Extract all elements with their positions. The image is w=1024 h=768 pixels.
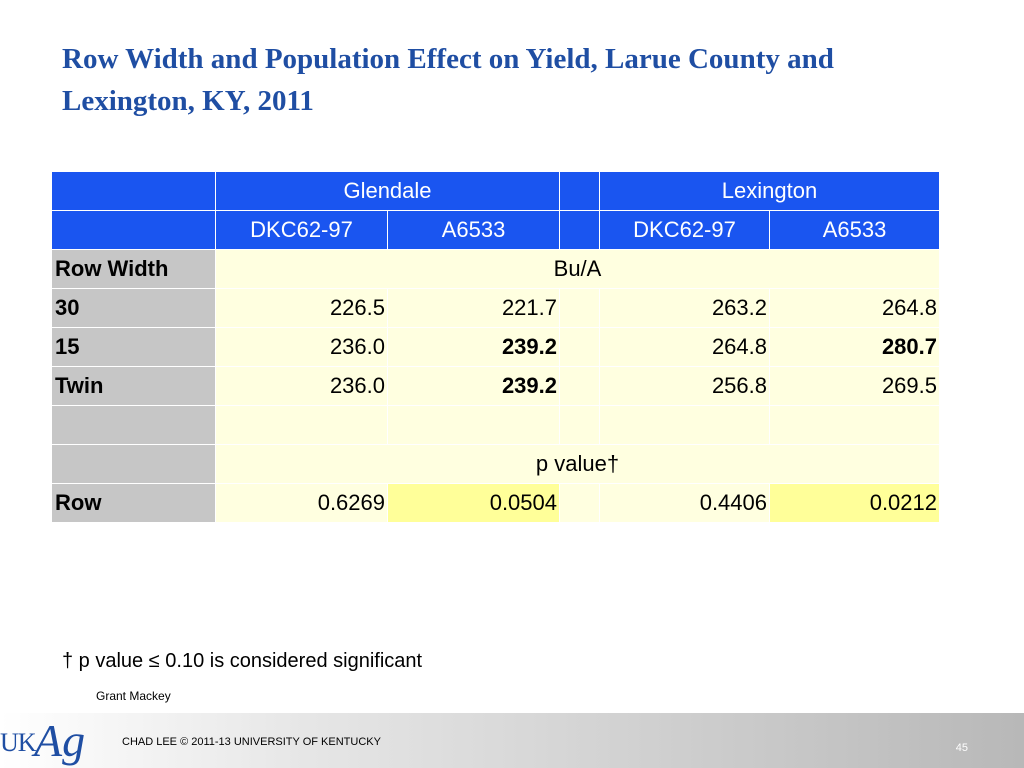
pvalue-header-row: p value† xyxy=(51,444,940,484)
empty-cell xyxy=(599,405,770,445)
pvalue-cell: 0.4406 xyxy=(599,483,770,523)
location-header-row: Glendale Lexington xyxy=(51,171,940,211)
yield-table: Glendale Lexington DKC62-97 A6533 DKC62-… xyxy=(51,171,940,523)
yield-cell: 221.7 xyxy=(387,288,560,328)
yield-cell: 226.5 xyxy=(215,288,388,328)
empty-cell xyxy=(387,405,560,445)
row-width-label: Row Width xyxy=(51,249,216,289)
hybrid-header: A6533 xyxy=(769,210,940,250)
yield-cell: 256.8 xyxy=(599,366,770,406)
empty-cell xyxy=(769,405,940,445)
pvalue-cell-significant: 0.0504 xyxy=(387,483,560,523)
logo-ag-text: Ag xyxy=(34,715,86,766)
yield-cell-bold: 280.7 xyxy=(769,327,940,367)
hybrid-header-row: DKC62-97 A6533 DKC62-97 A6533 xyxy=(51,210,940,250)
yield-cell-bold: 239.2 xyxy=(387,327,560,367)
row-label: 15 xyxy=(51,327,216,367)
yield-cell: 269.5 xyxy=(769,366,940,406)
empty-cell xyxy=(215,405,388,445)
header-spacer xyxy=(559,210,600,250)
yield-cell: 263.2 xyxy=(599,288,770,328)
hybrid-header: DKC62-97 xyxy=(599,210,770,250)
footer-bar xyxy=(0,713,1024,768)
copyright-text: CHAD LEE © 2011-13 UNIVERSITY OF KENTUCK… xyxy=(122,736,381,748)
table-row: Twin 236.0 239.2 256.8 269.5 xyxy=(51,366,940,406)
presenter-name: Grant Mackey xyxy=(96,689,171,703)
ukag-logo: UK Ag xyxy=(0,712,92,768)
row-label xyxy=(51,444,216,484)
header-corner xyxy=(51,171,216,211)
footnote: † p value ≤ 0.10 is considered significa… xyxy=(62,650,423,672)
location-lexington: Lexington xyxy=(599,171,940,211)
spacer-cell xyxy=(559,405,600,445)
spacer-cell xyxy=(559,483,600,523)
spacer-cell xyxy=(559,288,600,328)
pvalue-label: p value† xyxy=(215,444,940,484)
table-row: 30 226.5 221.7 263.2 264.8 xyxy=(51,288,940,328)
spacer-cell xyxy=(559,327,600,367)
units-label: Bu/A xyxy=(215,249,940,289)
slide-title: Row Width and Population Effect on Yield… xyxy=(62,43,834,117)
header-spacer xyxy=(559,171,600,211)
row-label: Row xyxy=(51,483,216,523)
yield-cell: 264.8 xyxy=(769,288,940,328)
row-label xyxy=(51,405,216,445)
yield-cell-bold: 239.2 xyxy=(387,366,560,406)
pvalue-cell: 0.6269 xyxy=(215,483,388,523)
yield-cell: 236.0 xyxy=(215,366,388,406)
pvalue-cell-significant: 0.0212 xyxy=(769,483,940,523)
logo-uk-text: UK xyxy=(0,728,37,757)
row-label: 30 xyxy=(51,288,216,328)
slide-number: 45 xyxy=(955,742,968,754)
empty-row xyxy=(51,405,940,445)
row-label: Twin xyxy=(51,366,216,406)
table-row: 15 236.0 239.2 264.8 280.7 xyxy=(51,327,940,367)
hybrid-header: DKC62-97 xyxy=(215,210,388,250)
yield-cell: 264.8 xyxy=(599,327,770,367)
units-row: Row Width Bu/A xyxy=(51,249,940,289)
header-corner xyxy=(51,210,216,250)
spacer-cell xyxy=(559,366,600,406)
pvalue-row: Row 0.6269 0.0504 0.4406 0.0212 xyxy=(51,483,940,523)
hybrid-header: A6533 xyxy=(387,210,560,250)
yield-cell: 236.0 xyxy=(215,327,388,367)
location-glendale: Glendale xyxy=(215,171,560,211)
